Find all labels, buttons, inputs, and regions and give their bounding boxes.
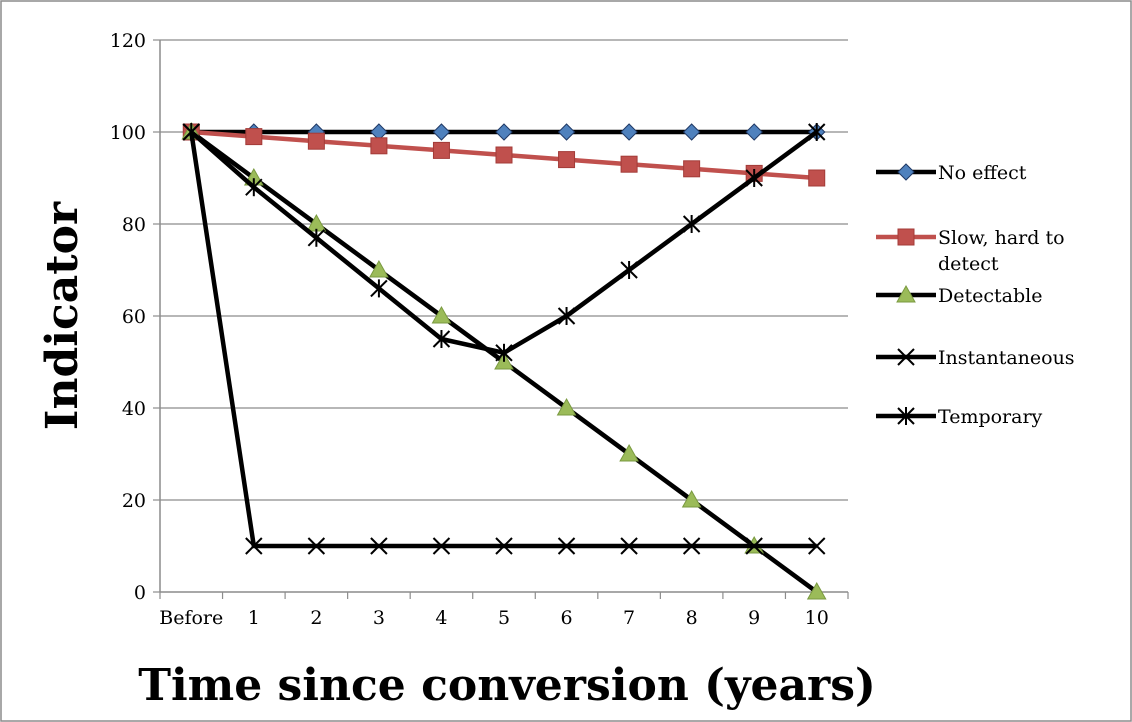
data-point: [432, 141, 450, 159]
data-point: [431, 305, 452, 324]
data-point: [557, 123, 576, 141]
series-slow-hard-to-detect: [182, 123, 826, 187]
x-tick-label: 1: [248, 607, 260, 629]
y-tick-label: 100: [110, 122, 146, 144]
legend-item: Instantaneous: [876, 347, 1075, 369]
data-point: [370, 137, 388, 155]
series-layer: [181, 121, 827, 600]
star-marker: [897, 407, 915, 425]
data-point: [682, 215, 701, 233]
data-point: [495, 343, 513, 362]
data-point: [495, 123, 513, 141]
data-point: [808, 537, 826, 555]
x-tick-label: 6: [560, 607, 572, 629]
data-point: [745, 123, 763, 141]
data-point: [745, 169, 763, 187]
data-point: [619, 443, 639, 462]
x-axis-title: Time since conversion (years): [138, 660, 876, 711]
data-point: [556, 397, 577, 416]
y-axis-title: Indicator: [37, 201, 88, 430]
series-no-effect: [182, 123, 826, 141]
data-point: [620, 155, 638, 173]
data-point: [682, 123, 701, 141]
legend-label: No effect: [938, 162, 1027, 184]
diamond-marker: [897, 163, 915, 181]
legend-label: Instantaneous: [938, 347, 1075, 369]
data-point: [307, 228, 326, 247]
data-point: [620, 537, 638, 555]
data-point: [245, 128, 263, 146]
data-point: [245, 178, 263, 197]
data-point: [620, 123, 638, 141]
legend-label: Detectable: [938, 285, 1042, 307]
series-temporary: [182, 123, 826, 362]
data-point: [683, 160, 701, 178]
legend-item: Slow, hard to detect: [876, 227, 1065, 275]
legend-item: No effect: [876, 162, 1027, 184]
x-tick-label: Before: [159, 607, 223, 629]
data-point: [620, 261, 638, 279]
data-point: [495, 146, 513, 164]
legend-label: Slow, hard to detect: [938, 227, 1065, 275]
x-tick-label: 2: [310, 607, 322, 629]
y-tick-label: 0: [134, 582, 146, 604]
data-point: [370, 537, 388, 555]
x-tick-label: 9: [748, 607, 760, 629]
data-point: [369, 259, 389, 278]
data-point: [432, 123, 451, 141]
data-point: [558, 151, 576, 169]
y-tick-label: 20: [122, 490, 146, 512]
data-point: [557, 537, 576, 555]
x-tick-label: 10: [805, 607, 829, 629]
triangle-marker: [896, 284, 916, 303]
y-tick-label: 40: [122, 398, 146, 420]
data-point: [681, 489, 702, 508]
data-point: [808, 169, 826, 187]
y-tick-label: 120: [110, 30, 146, 52]
data-point: [432, 330, 451, 348]
y-tick-label: 60: [122, 306, 146, 328]
y-tick-label: 80: [122, 214, 146, 236]
data-point: [808, 123, 826, 141]
legend: No effect Slow, hard to detect Detectable In…: [876, 162, 1075, 428]
legend-item: Temporary: [876, 406, 1043, 428]
series-instantaneous: [182, 123, 826, 555]
data-point: [370, 279, 388, 298]
x-tick-label: 3: [373, 607, 385, 629]
data-point: [806, 581, 827, 600]
legend-item: Detectable: [876, 284, 1042, 307]
x-marker: [897, 348, 915, 366]
data-point: [182, 123, 200, 141]
data-point: [745, 537, 763, 555]
axes: 0 20 40 60 80 100 120 Before 1 2 3 4 5 6 7 8 9 10: [110, 30, 849, 629]
data-point: [495, 537, 513, 555]
data-point: [432, 537, 451, 555]
data-point: [245, 537, 263, 555]
data-point: [307, 537, 326, 555]
x-tick-label: 8: [686, 607, 698, 629]
legend-label: Temporary: [938, 406, 1043, 428]
data-point: [307, 132, 325, 150]
x-tick-label: 5: [498, 607, 510, 629]
data-point: [557, 307, 576, 325]
x-tick-label: 7: [623, 607, 635, 629]
x-tick-label: 4: [435, 607, 447, 629]
data-point: [682, 537, 701, 555]
square-marker: [897, 228, 915, 246]
